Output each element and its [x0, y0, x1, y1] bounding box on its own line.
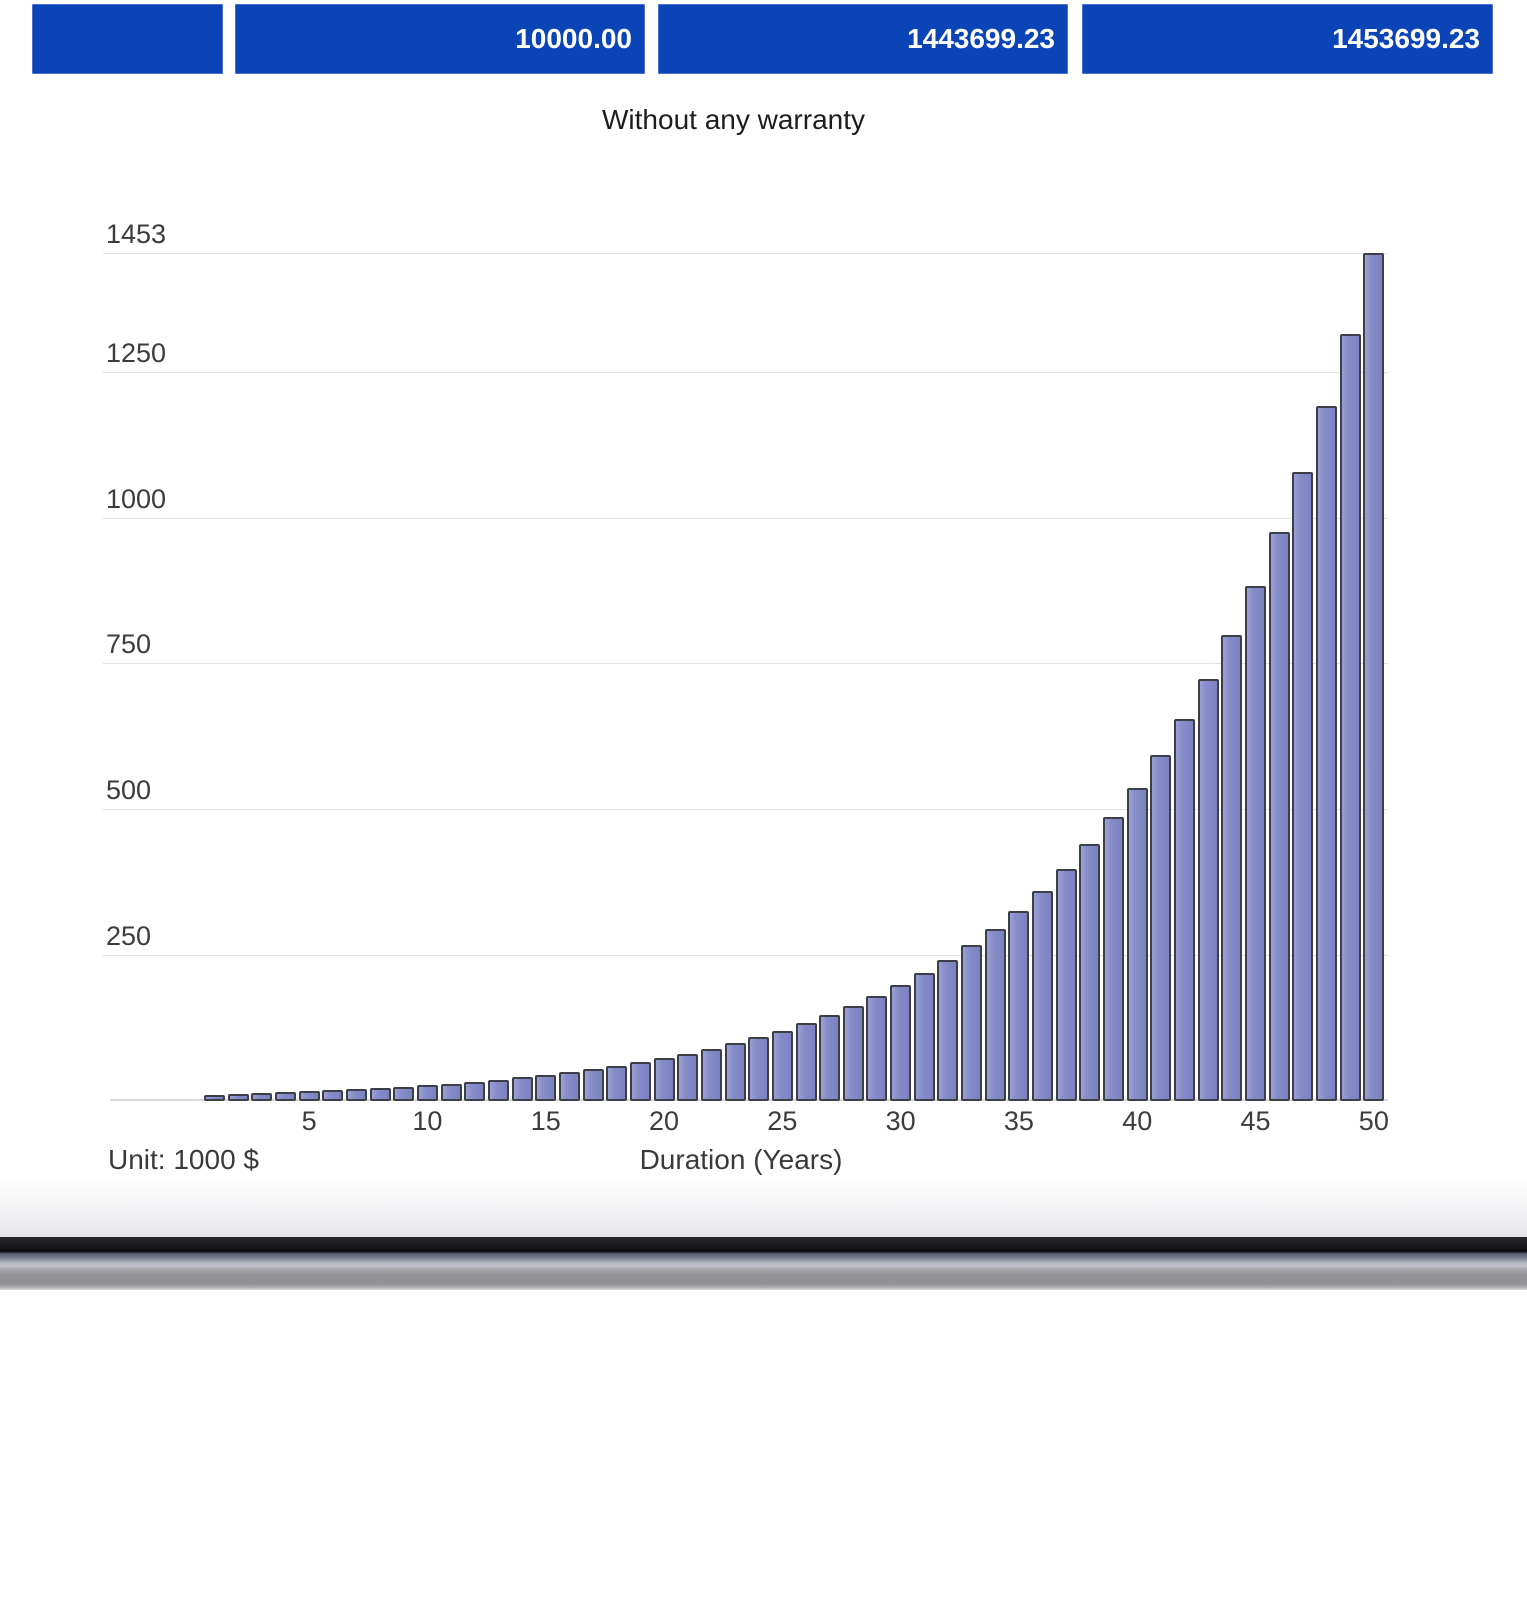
bar [1221, 634, 1243, 1101]
bar [1292, 472, 1314, 1101]
bar [724, 1043, 746, 1101]
bar [345, 1089, 367, 1101]
bar [1150, 754, 1172, 1101]
chart-title: Without any warranty [602, 104, 865, 135]
bar [393, 1086, 415, 1101]
bar [913, 973, 935, 1101]
x-tick-label: 45 [1240, 1106, 1271, 1136]
header-cell[interactable]: 1453699.23 [1082, 4, 1493, 74]
bar [819, 1015, 841, 1101]
bar [771, 1030, 793, 1101]
bar [274, 1092, 296, 1101]
gridline [103, 253, 1388, 255]
bar [1032, 890, 1054, 1101]
gridline [103, 955, 1388, 957]
bar [1008, 910, 1030, 1101]
x-tick-label: 10 [412, 1106, 443, 1136]
x-tick-label: 5 [301, 1106, 317, 1136]
bar [961, 945, 983, 1101]
unit-label: Unit: 1000 $ [108, 1144, 259, 1175]
bar [677, 1053, 699, 1101]
bar [227, 1093, 249, 1101]
y-tick-label: 500 [106, 775, 152, 806]
header-cell[interactable]: 1443699.23 [658, 4, 1068, 74]
y-tick-label: 1000 [106, 483, 167, 514]
bar [322, 1090, 344, 1101]
bar [204, 1094, 225, 1101]
x-tick-label: 25 [767, 1106, 798, 1136]
bar [866, 996, 888, 1101]
x-tick-label: 50 [1358, 1106, 1389, 1136]
bar [558, 1072, 580, 1101]
bar [984, 928, 1006, 1101]
bar [1197, 678, 1219, 1101]
bar [629, 1062, 651, 1101]
x-tick-label: 20 [649, 1106, 680, 1136]
reflection-fade [0, 1290, 1527, 1623]
x-axis-title: Duration (Years) [639, 1144, 843, 1175]
bar [937, 959, 959, 1101]
bar [890, 985, 912, 1101]
y-tick-label: 750 [106, 629, 152, 660]
bar [842, 1006, 864, 1101]
x-tick-label: 40 [1122, 1106, 1153, 1136]
gridline [103, 371, 1388, 373]
chart-reflection: Without any warranty 2505007501000125014… [0, 1290, 1527, 1623]
glossy-divider [0, 1237, 1527, 1290]
bar [1103, 817, 1125, 1101]
y-tick-label: 1250 [106, 337, 167, 368]
gridline [103, 517, 1388, 519]
bar [1245, 585, 1267, 1101]
bar [1268, 531, 1290, 1101]
x-tick-label: 15 [530, 1106, 561, 1136]
bar [700, 1048, 722, 1101]
bar [1055, 868, 1077, 1101]
bar [795, 1023, 817, 1101]
gridline [103, 663, 1388, 665]
bar [416, 1085, 438, 1101]
bar [1316, 406, 1338, 1101]
bar [1363, 253, 1385, 1101]
header-cell[interactable] [32, 4, 223, 74]
y-tick-label: 1453 [106, 219, 167, 250]
bar [369, 1088, 391, 1101]
bar [464, 1081, 486, 1101]
bar [511, 1077, 533, 1101]
bar [440, 1083, 462, 1101]
x-tick-label: 30 [885, 1106, 916, 1136]
bar [1126, 787, 1148, 1101]
bar [748, 1037, 770, 1101]
bar [606, 1065, 628, 1101]
bar [653, 1058, 675, 1101]
gridline [103, 809, 1388, 811]
bar [535, 1075, 557, 1101]
bar [582, 1069, 604, 1101]
bar [1079, 844, 1101, 1101]
bar [487, 1079, 509, 1101]
pre-divider-gradient [0, 1180, 1527, 1237]
header-cell[interactable]: 10000.00 [235, 4, 645, 74]
bar [1174, 718, 1196, 1101]
bar [1339, 333, 1361, 1101]
y-tick-label: 250 [106, 921, 152, 952]
bar [251, 1093, 273, 1101]
bar [298, 1091, 320, 1101]
x-tick-label: 35 [1003, 1106, 1034, 1136]
compound-interest-chart: Without any warranty 250 500 750 1000 1250 14… [103, 104, 1389, 1175]
